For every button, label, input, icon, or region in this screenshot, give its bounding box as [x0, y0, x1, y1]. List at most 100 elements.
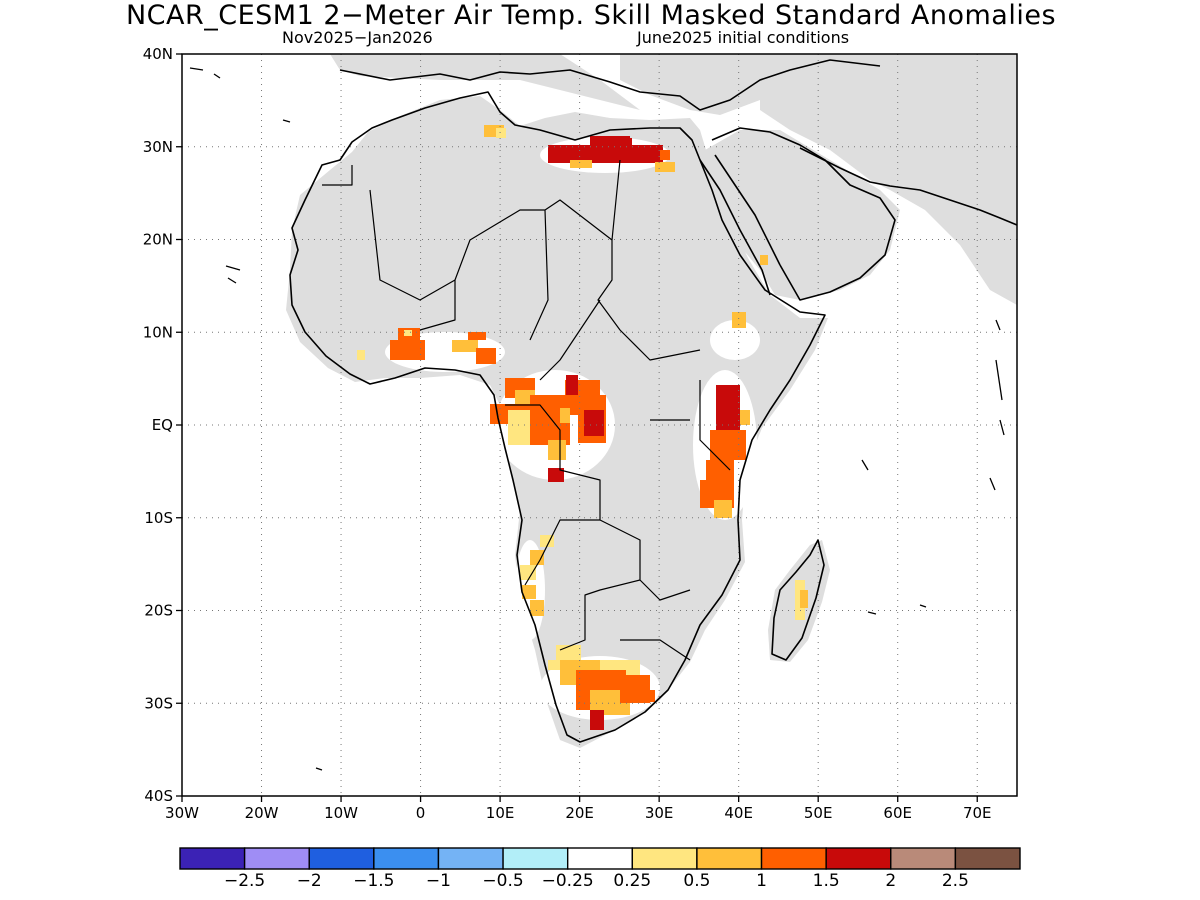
anomaly-cell [566, 375, 578, 395]
lat-tick-label: 40S [144, 787, 173, 805]
colorbar-label: 2 [885, 871, 896, 891]
anomaly-cell [390, 340, 425, 360]
colorbar-label: 1 [756, 871, 767, 891]
gridlines [182, 54, 1017, 796]
colorbar-label: 0.25 [613, 871, 651, 891]
anomaly-cell [732, 312, 746, 328]
lon-tick-label: 20W [245, 804, 279, 822]
colorbar-label: 2.5 [942, 871, 969, 891]
anomaly-cell [548, 660, 560, 670]
anomaly-cell [530, 550, 544, 565]
persian-gulf-coast [799, 147, 1017, 226]
lat-tick-label: 10N [143, 323, 173, 341]
anomaly-cell [476, 348, 496, 364]
colorbar-label: 1.5 [813, 871, 840, 891]
anomaly-cell [590, 136, 630, 146]
lon-tick-label: 30E [645, 804, 674, 822]
lat-tick-label: 20N [143, 231, 173, 249]
island [225, 265, 241, 284]
islands [189, 67, 1005, 771]
anomaly-cell [716, 385, 740, 430]
period-subtitle: Nov2025−Jan2026 [282, 28, 433, 47]
anomaly-cell [530, 600, 544, 616]
anomaly-cell [800, 590, 808, 608]
anomaly-cell [584, 410, 604, 436]
lon-tick-label: 0 [416, 804, 426, 822]
colorbar-swatch [437, 847, 504, 870]
anomaly-cell [520, 565, 536, 580]
anomaly-cell [630, 690, 655, 702]
iran-land [760, 54, 1017, 305]
africa-coast [289, 91, 826, 743]
lon-tick-label: 70E [963, 804, 992, 822]
anomaly-cell [710, 430, 746, 460]
anomaly-cell [548, 468, 564, 482]
madagascar-coast [771, 539, 825, 661]
anomaly-cell [660, 150, 670, 160]
colorbar-label: −1 [426, 871, 451, 891]
island [189, 67, 204, 71]
red-sea-coast [699, 154, 781, 296]
colorbar-swatch [502, 847, 569, 870]
colorbar: −2.5 −2 −1.5 −1 −0.5 −0.25 0.25 0.5 1 1.5 2 2.5 [179, 847, 1021, 891]
lat-tick-label: 30S [144, 694, 173, 712]
lat-tick-label: 40N [143, 45, 173, 63]
colorbar-swatch [760, 847, 827, 870]
lon-tick-label: 50E [804, 804, 833, 822]
lat-tick-label: 10S [144, 509, 173, 527]
anomaly-cell [508, 410, 530, 445]
lon-tick-label: 40E [724, 804, 753, 822]
anomaly-cell [548, 145, 663, 163]
anomaly-cell [496, 128, 506, 138]
anomaly-cell [655, 162, 675, 172]
colorbar-swatch [631, 847, 698, 870]
colorbar-swatch [308, 847, 375, 870]
lon-tick-label: 10E [486, 804, 515, 822]
turkey-land [620, 54, 760, 115]
arabia-land [705, 130, 900, 300]
colorbar-swatch [825, 847, 892, 870]
anomaly-cell [404, 330, 412, 336]
init-subtitle: June2025 initial conditions [637, 28, 850, 47]
colorbar-label: −0.5 [482, 871, 523, 891]
lon-tick-label: 20E [565, 804, 594, 822]
island [861, 319, 1005, 491]
colorbar-label: 0.5 [683, 871, 710, 891]
lat-tick-label: 20S [144, 602, 173, 620]
island [282, 119, 291, 123]
lon-tick-label: 60E [883, 804, 912, 822]
anomaly-cell [590, 710, 604, 730]
anomaly-field [357, 125, 808, 730]
anomaly-cell [620, 138, 632, 146]
colorbar-swatch [954, 847, 1021, 870]
anomaly-cell [560, 408, 570, 423]
lat-tick-label: 30N [143, 138, 173, 156]
map-area [182, 54, 1017, 796]
island [315, 604, 927, 771]
colorbar-label: −2 [297, 871, 322, 891]
colorbar-swatch [890, 847, 957, 870]
europe-land [330, 54, 640, 110]
colorbar-label: −1.5 [353, 871, 394, 891]
lat-tick-label: EQ [152, 416, 173, 434]
coastlines [289, 59, 1017, 743]
map-title: NCAR_CESM1 2−Meter Air Temp. Skill Maske… [125, 0, 1057, 31]
country-borders [322, 159, 731, 661]
anomaly-cell [548, 440, 566, 460]
colorbar-swatch [373, 847, 440, 870]
colorbar-label: −0.25 [542, 871, 594, 891]
colorbar-swatch [696, 847, 763, 870]
anomaly-cell [714, 500, 732, 518]
colorbar-swatch [243, 847, 310, 870]
anomaly-cell [452, 340, 478, 352]
colorbar-swatch [179, 847, 246, 870]
anomaly-cell [740, 410, 750, 425]
anomaly-cell [522, 585, 536, 599]
halo-ethiopia [710, 320, 760, 360]
anomaly-cell [468, 332, 486, 340]
arabia-coast [711, 127, 896, 301]
lon-tick-label: 10W [324, 804, 358, 822]
lon-tick-label: 30W [165, 804, 199, 822]
